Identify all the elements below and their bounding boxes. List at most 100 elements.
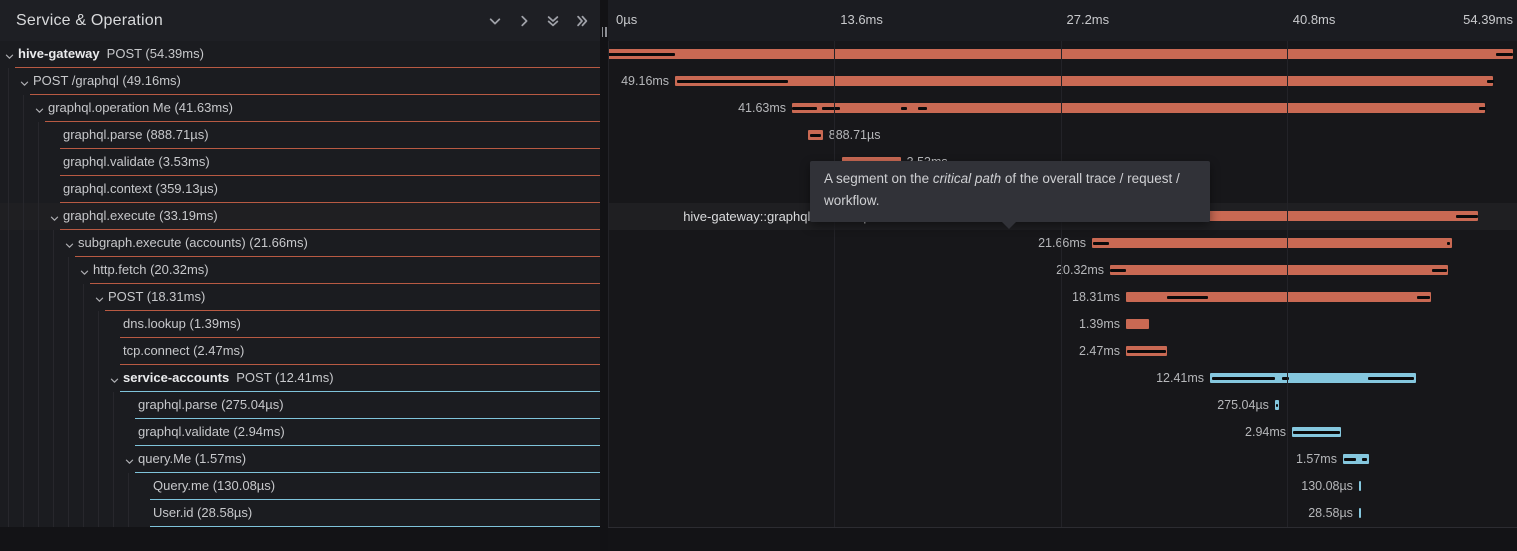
- tree-guide-line: [38, 419, 39, 446]
- row-underline: [135, 445, 600, 446]
- tree-guide-line: [53, 311, 54, 338]
- critical-path-segment[interactable]: [1361, 458, 1367, 461]
- critical-path-segment[interactable]: [821, 107, 840, 110]
- critical-path-segment[interactable]: [1293, 431, 1341, 434]
- critical-path-segment[interactable]: [1446, 242, 1451, 245]
- span-name-cell[interactable]: graphql.context (359.13µs): [0, 176, 600, 203]
- critical-path-segment[interactable]: [1211, 377, 1275, 380]
- trace-row: tcp.connect (2.47ms) 2.47ms: [0, 338, 1517, 365]
- span-name-cell[interactable]: graphql.operation Me (41.63ms): [0, 95, 600, 122]
- critical-path-segment[interactable]: [1496, 53, 1513, 56]
- critical-path-segment[interactable]: [608, 53, 676, 56]
- chevron-down-icon[interactable]: [34, 103, 46, 115]
- chevron-down-icon[interactable]: [4, 49, 16, 61]
- span-name-cell[interactable]: POST (18.31ms): [0, 284, 600, 311]
- span-name-cell[interactable]: Query.me (130.08µs): [0, 473, 600, 500]
- span-name-cell[interactable]: tcp.connect (2.47ms): [0, 338, 600, 365]
- critical-path-segment[interactable]: [1416, 296, 1430, 299]
- critical-path-segment[interactable]: [1281, 377, 1290, 380]
- span-bar[interactable]: [675, 76, 1494, 86]
- critical-path-segment[interactable]: [792, 107, 817, 110]
- timeline-ruler[interactable]: 0µs 13.6ms 27.2ms 40.8ms 54.39ms: [608, 0, 1517, 41]
- span-name-cell[interactable]: graphql.validate (3.53ms): [0, 149, 600, 176]
- chevron-right-icon[interactable]: [516, 13, 532, 29]
- critical-path-segment[interactable]: [1110, 269, 1126, 272]
- row-underline: [120, 337, 600, 338]
- span-label: subgraph.execute (accounts) (21.66ms): [78, 235, 308, 250]
- chevron-down-icon[interactable]: [79, 265, 91, 277]
- span-bar[interactable]: [792, 103, 1485, 113]
- span-name-cell[interactable]: http.fetch (20.32ms): [0, 257, 600, 284]
- double-chevron-down-icon[interactable]: [545, 13, 561, 29]
- tree-guide-line: [38, 176, 39, 203]
- span-name-cell[interactable]: dns.lookup (1.39ms): [0, 311, 600, 338]
- span-bar[interactable]: [1110, 265, 1449, 275]
- tree-guide-line: [128, 473, 129, 500]
- tree-guide-line: [98, 338, 99, 365]
- span-bar[interactable]: [1125, 292, 1431, 302]
- tree-guide-line: [8, 176, 9, 203]
- operation-name: graphql.execute (33.19ms): [63, 208, 218, 223]
- span-bar[interactable]: [1342, 454, 1370, 464]
- tree-guide-line: [23, 446, 24, 473]
- tree-guide-line: [38, 338, 39, 365]
- span-name-cell[interactable]: graphql.execute (33.19ms): [0, 203, 600, 230]
- critical-path-segment[interactable]: [1431, 269, 1447, 272]
- span-bar[interactable]: [608, 49, 1513, 59]
- double-chevron-right-icon[interactable]: [574, 13, 590, 29]
- tree-guide-line: [23, 473, 24, 500]
- span-name-cell[interactable]: User.id (28.58µs): [0, 500, 600, 527]
- tooltip-arrow: [1002, 221, 1016, 229]
- chevron-down-icon[interactable]: [109, 373, 121, 385]
- tree-guide-line: [83, 419, 84, 446]
- critical-path-segment[interactable]: [917, 107, 927, 110]
- critical-path-segment[interactable]: [1275, 404, 1278, 407]
- critical-path-segment[interactable]: [1166, 296, 1208, 299]
- panel-resize-handle[interactable]: [600, 26, 608, 38]
- tree-guide-line: [68, 500, 69, 527]
- span-bar[interactable]: [1358, 508, 1362, 518]
- span-bar-cell: 18.31ms: [608, 284, 1517, 311]
- span-name-cell[interactable]: hive-gateway POST (54.39ms): [0, 41, 600, 68]
- tree-guide-line: [38, 284, 39, 311]
- critical-path-segment[interactable]: [1486, 80, 1495, 83]
- tree-guide-line: [68, 338, 69, 365]
- operation-name: http.fetch (20.32ms): [93, 262, 209, 277]
- span-name-cell[interactable]: graphql.parse (275.04µs): [0, 392, 600, 419]
- tree-guide-line: [98, 311, 99, 338]
- critical-path-segment[interactable]: [1367, 377, 1414, 380]
- span-name-cell[interactable]: service-accounts POST (12.41ms): [0, 365, 600, 392]
- chevron-down-icon[interactable]: [124, 454, 136, 466]
- critical-path-segment[interactable]: [1455, 215, 1478, 218]
- trace-row: query.Me (1.57ms) 1.57ms: [0, 446, 1517, 473]
- service-operation-title: Service & Operation: [16, 11, 163, 29]
- chevron-down-icon[interactable]: [94, 292, 106, 304]
- span-name-cell[interactable]: POST /graphql (49.16ms): [0, 68, 600, 95]
- chevron-down-icon[interactable]: [64, 238, 76, 250]
- critical-path-segment[interactable]: [1478, 107, 1486, 110]
- span-name-cell[interactable]: query.Me (1.57ms): [0, 446, 600, 473]
- chevron-down-icon[interactable]: [49, 211, 61, 223]
- chevron-down-icon[interactable]: [19, 76, 31, 88]
- tree-guide-line: [23, 122, 24, 149]
- span-bar[interactable]: [1358, 481, 1362, 491]
- critical-path-segment[interactable]: [1343, 458, 1356, 461]
- chevron-down-icon[interactable]: [487, 13, 503, 29]
- tree-controls: [487, 13, 590, 29]
- critical-path-segment[interactable]: [677, 80, 789, 83]
- critical-path-segment[interactable]: [809, 134, 821, 137]
- tooltip-text-prefix: A segment on the: [824, 171, 933, 186]
- span-name-cell[interactable]: subgraph.execute (accounts) (21.66ms): [0, 230, 600, 257]
- span-bar[interactable]: [1210, 373, 1417, 383]
- span-label: graphql.context (359.13µs): [63, 181, 218, 196]
- tree-guide-line: [98, 500, 99, 527]
- trace-row: graphql.validate (3.53ms)3.53ms: [0, 149, 1517, 176]
- span-bar[interactable]: [1092, 238, 1453, 248]
- critical-path-segment[interactable]: [901, 107, 907, 110]
- critical-path-segment[interactable]: [1093, 242, 1109, 245]
- critical-path-segment[interactable]: [1126, 350, 1166, 353]
- span-name-cell[interactable]: graphql.parse (888.71µs): [0, 122, 600, 149]
- span-bar[interactable]: [1125, 319, 1150, 329]
- tree-guide-line: [98, 446, 99, 473]
- span-name-cell[interactable]: graphql.validate (2.94ms): [0, 419, 600, 446]
